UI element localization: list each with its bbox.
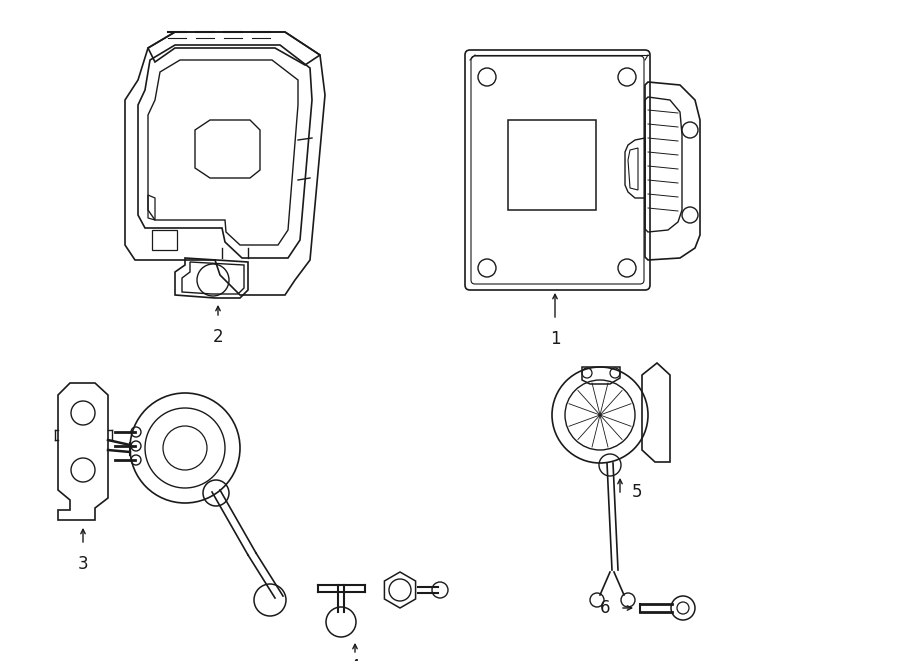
Text: 1: 1 xyxy=(550,330,561,348)
Text: 2: 2 xyxy=(212,328,223,346)
Bar xyxy=(508,120,596,210)
Text: 6: 6 xyxy=(599,599,610,617)
Bar xyxy=(152,230,177,250)
Text: 4: 4 xyxy=(350,658,360,661)
Text: 5: 5 xyxy=(632,483,643,501)
Text: 3: 3 xyxy=(77,555,88,573)
